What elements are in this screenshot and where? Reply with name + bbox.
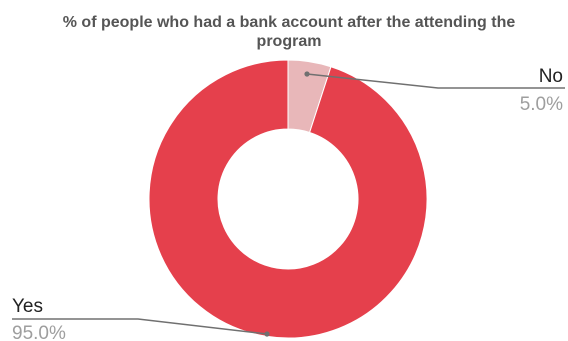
leader-dot-no — [304, 71, 310, 77]
chart-title-line-1: % of people who had a bank account after… — [63, 14, 516, 31]
slice-yes — [148, 59, 428, 339]
leader-line-no — [306, 73, 565, 89]
slice-value-no: 5.0% — [520, 94, 563, 115]
slice-value-yes: 95.0% — [12, 323, 66, 341]
slice-label-no: No — [539, 66, 563, 87]
leader-line-yes — [12, 318, 268, 335]
slice-label-yes: Yes — [12, 296, 43, 317]
chart-title-line-2: program — [257, 33, 322, 50]
slices-group — [148, 59, 428, 339]
leader-dot-yes — [264, 331, 270, 337]
